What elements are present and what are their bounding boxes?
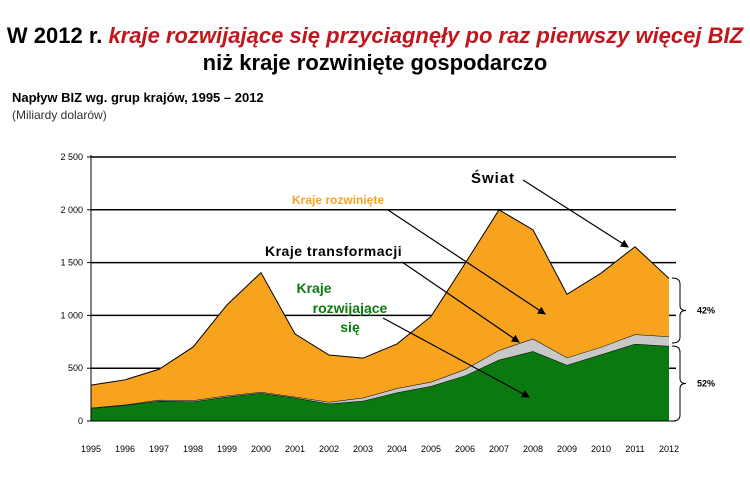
- y-tick-label: 1 500: [60, 258, 83, 268]
- chart-unit: (Miliardy dolarów): [12, 108, 107, 122]
- x-tick-label: 2010: [591, 444, 611, 454]
- label-developing-line2: rozwijające: [313, 300, 388, 316]
- label-developed: Kraje rozwinięte: [292, 193, 384, 207]
- x-tick-label: 2002: [319, 444, 339, 454]
- chart-title: W 2012 r. kraje rozwijające się przyciag…: [0, 22, 750, 76]
- annotation-arrow: [382, 317, 530, 398]
- label-world: Świat: [471, 169, 515, 187]
- series-line: [90, 209, 670, 386]
- area-series: [91, 343, 669, 421]
- title-part3: niż kraje rozwinięte gospodarczo: [202, 50, 548, 75]
- x-tick-label: 2006: [455, 444, 475, 454]
- y-tick-label: 0: [78, 416, 83, 426]
- y-tick-label: 2 000: [60, 205, 83, 215]
- x-tick-label: 2012: [659, 444, 679, 454]
- x-tick-label: 1995: [81, 444, 101, 454]
- label-developing-line1: Kraje: [296, 280, 331, 296]
- brace-developed: [671, 277, 687, 344]
- area-series: [91, 209, 669, 408]
- x-tick-label: 2011: [625, 444, 644, 454]
- area-series: [91, 334, 669, 409]
- x-tick-label: 1998: [183, 444, 203, 454]
- y-tick-label: 1 000: [60, 310, 83, 320]
- share-developing: 52%: [697, 379, 715, 389]
- chart-subtitle: Napływ BIZ wg. grup krajów, 1995 – 2012: [12, 90, 264, 105]
- label-transition: Kraje transformacji: [265, 243, 402, 259]
- x-tick-label: 2008: [523, 444, 543, 454]
- x-tick-label: 2001: [285, 444, 305, 454]
- title-part1: W 2012 r.: [6, 23, 109, 48]
- x-tick-label: 2003: [353, 444, 373, 454]
- x-tick-label: 1997: [149, 444, 169, 454]
- label-developing-line3: się: [340, 319, 360, 335]
- x-tick-label: 1996: [115, 444, 135, 454]
- y-tick-label: 2 500: [60, 152, 83, 162]
- annotation-arrow: [522, 179, 629, 248]
- annotation-arrow: [387, 209, 546, 315]
- x-tick-label: 1999: [217, 444, 237, 454]
- x-tick-label: 2004: [387, 444, 407, 454]
- share-developed: 42%: [697, 306, 715, 316]
- x-tick-label: 2009: [557, 444, 577, 454]
- y-tick-label: 500: [68, 363, 83, 373]
- title-highlight: kraje rozwijające się przyciagnęły po ra…: [108, 23, 744, 48]
- brace-developing: [671, 345, 687, 422]
- x-tick-label: 2000: [251, 444, 271, 454]
- annotation-arrow: [401, 261, 520, 343]
- x-tick-label: 2007: [489, 444, 509, 454]
- x-tick-label: 2005: [421, 444, 441, 454]
